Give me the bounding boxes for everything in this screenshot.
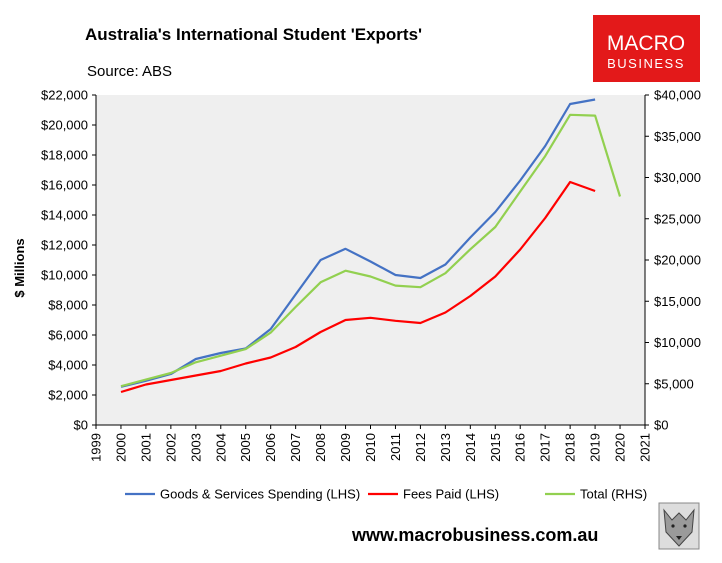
x-tick-label: 2006 [263, 433, 278, 462]
x-tick-label: 2001 [138, 433, 153, 462]
y-tick-right-label: $40,000 [654, 88, 701, 103]
x-tick-label: 2011 [388, 433, 403, 461]
x-tick-label: 2018 [563, 433, 578, 462]
x-tick-label: 2007 [288, 433, 303, 462]
y-tick-left-label: $6,000 [48, 328, 88, 343]
y-axis-label: $ Millions [12, 238, 27, 297]
axes: $0 $2,000 $4,000 $6,000 $8,000 $10,000 $12,000… [41, 88, 701, 462]
y-tick-right-label: $30,000 [654, 170, 701, 185]
x-tick-label: 2020 [613, 433, 628, 462]
x-tick-label: 2017 [538, 433, 553, 462]
y-tick-left-label: $2,000 [48, 388, 88, 403]
legend-label-0: Goods & Services Spending (LHS) [160, 487, 360, 502]
brand-logo: MACRO BUSINESS [593, 15, 700, 82]
y-tick-left-label: $8,000 [48, 298, 88, 313]
series-line-1 [120, 180, 596, 394]
x-tick-label: 1999 [89, 433, 104, 462]
series-layer [120, 98, 622, 394]
series-line-2 [120, 113, 622, 388]
y-tick-left-label: $16,000 [41, 178, 88, 193]
y-tick-right-label: $0 [654, 418, 668, 433]
series-line-0 [120, 98, 596, 388]
chart-title: Australia's International Student 'Expor… [85, 25, 422, 44]
legend: Goods & Services Spending (LHS) Fees Paid… [125, 487, 647, 502]
brand-logo-line1: MACRO [607, 32, 685, 55]
x-tick-label: 2014 [463, 433, 478, 462]
y-tick-right-label: $25,000 [654, 211, 701, 226]
x-tick-label: 2008 [313, 433, 328, 462]
x-tick-label: 2021 [638, 433, 653, 462]
x-tick-label: 2010 [363, 433, 378, 462]
brand-logo-box [593, 15, 700, 82]
x-tick-label: 2002 [163, 433, 178, 462]
x-tick-label: 2009 [338, 433, 353, 462]
chart-subtitle: Source: ABS [87, 63, 172, 80]
y-tick-right-label: $15,000 [654, 294, 701, 309]
wolf-logo-icon [658, 502, 700, 550]
legend-label-2: Total (RHS) [580, 487, 647, 502]
x-tick-label: 2005 [238, 433, 253, 462]
y-tick-left-label: $14,000 [41, 208, 88, 223]
y-tick-right-label: $10,000 [654, 335, 701, 350]
y-tick-right-label: $5,000 [654, 376, 694, 391]
x-tick-label: 2016 [513, 433, 528, 462]
brand-logo-line2: BUSINESS [607, 56, 685, 71]
y-tick-right-label: $35,000 [654, 129, 701, 144]
website-url: www.macrobusiness.com.au [351, 525, 598, 545]
y-tick-right-label: $20,000 [654, 253, 701, 268]
x-tick-label: 2003 [188, 433, 203, 462]
x-tick-label: 2004 [213, 433, 228, 462]
x-tick-label: 2019 [588, 433, 603, 462]
y-tick-left-label: $12,000 [41, 238, 88, 253]
x-tick-label: 2015 [488, 433, 503, 462]
x-tick-label: 2013 [438, 433, 453, 462]
plot-area [96, 95, 645, 425]
y-tick-left-label: $18,000 [41, 148, 88, 163]
x-tick-label: 2000 [113, 433, 128, 462]
y-tick-left-label: $20,000 [41, 118, 88, 133]
legend-label-1: Fees Paid (LHS) [403, 487, 499, 502]
y-tick-left-label: $0 [74, 418, 88, 433]
y-tick-left-label: $10,000 [41, 268, 88, 283]
y-tick-left-label: $22,000 [41, 88, 88, 103]
x-tick-label: 2012 [413, 433, 428, 462]
y-tick-left-label: $4,000 [48, 358, 88, 373]
